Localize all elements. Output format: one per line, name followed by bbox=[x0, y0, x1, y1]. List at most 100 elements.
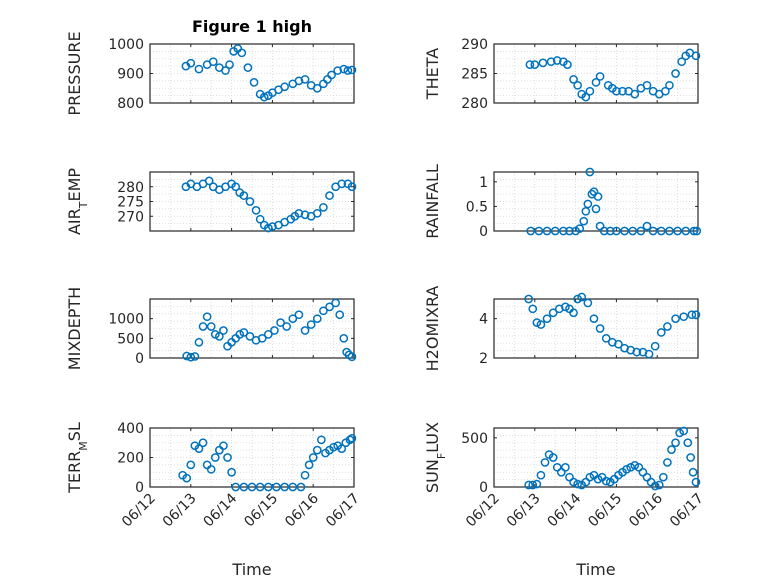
subplot-pressure: 800 900 1000 PRESSURE Figure 1 high bbox=[65, 17, 357, 116]
data-point bbox=[333, 66, 343, 75]
data-point bbox=[331, 298, 340, 308]
data-point bbox=[534, 226, 544, 236]
data-point bbox=[294, 208, 304, 218]
data-point bbox=[665, 80, 674, 90]
chart-title: Figure 1 high bbox=[192, 17, 312, 36]
data-point bbox=[280, 482, 289, 492]
data-point bbox=[339, 333, 349, 343]
data-point bbox=[231, 482, 241, 492]
data-point bbox=[257, 333, 267, 343]
data-point bbox=[182, 351, 192, 361]
data-point bbox=[691, 51, 701, 61]
data-point bbox=[573, 80, 582, 90]
data-point bbox=[270, 326, 279, 335]
x-tick-label: 06/16 bbox=[626, 490, 666, 530]
data-point bbox=[663, 458, 672, 467]
data-point bbox=[249, 78, 259, 87]
data-point bbox=[300, 210, 310, 220]
grid bbox=[494, 44, 698, 103]
data-series bbox=[181, 44, 357, 102]
x-tick-label: 06/15 bbox=[585, 491, 625, 531]
y-axis-label: PRESSURE bbox=[65, 31, 84, 115]
y-tick-label: 1000 bbox=[108, 37, 144, 53]
data-point bbox=[319, 203, 328, 212]
data-point bbox=[583, 298, 593, 308]
data-point bbox=[679, 312, 689, 322]
data-point bbox=[345, 435, 355, 445]
y-tick-label: 0 bbox=[135, 351, 144, 367]
data-point bbox=[223, 453, 232, 462]
data-point bbox=[227, 467, 236, 477]
data-point bbox=[673, 226, 682, 236]
data-point bbox=[630, 461, 640, 470]
data-point bbox=[630, 89, 640, 99]
data-point bbox=[198, 438, 208, 448]
grid bbox=[150, 44, 354, 103]
data-point bbox=[686, 453, 696, 462]
y-tick-label: 280 bbox=[461, 96, 488, 112]
data-point bbox=[219, 441, 228, 451]
x-tick-label: 06/17 bbox=[323, 491, 363, 531]
data-point bbox=[304, 460, 314, 470]
data-point bbox=[325, 302, 334, 312]
data-point bbox=[525, 60, 535, 70]
data-point bbox=[339, 64, 349, 74]
axes-box bbox=[149, 298, 355, 359]
data-point bbox=[221, 66, 230, 75]
data-point bbox=[296, 482, 306, 492]
data-point bbox=[245, 197, 255, 206]
x-axis-label: Time bbox=[231, 560, 271, 579]
y-tick-label: 500 bbox=[117, 331, 144, 347]
data-series bbox=[525, 48, 701, 102]
data-point bbox=[585, 167, 595, 177]
data-point bbox=[648, 226, 658, 236]
data-point bbox=[636, 226, 646, 236]
data-point bbox=[194, 64, 204, 74]
data-point bbox=[239, 482, 249, 492]
x-tick-label: 06/17 bbox=[667, 491, 707, 531]
data-point bbox=[528, 480, 538, 490]
data-point bbox=[312, 445, 322, 455]
y-tick-label: 2 bbox=[479, 351, 488, 367]
data-point bbox=[319, 306, 328, 316]
data-point bbox=[198, 322, 208, 331]
data-series bbox=[524, 292, 701, 359]
data-point bbox=[667, 445, 676, 454]
data-point bbox=[335, 310, 345, 320]
data-point bbox=[524, 480, 534, 490]
data-point bbox=[182, 473, 192, 483]
data-point bbox=[239, 191, 249, 200]
subplot-sun-flux: 0 500 06/12 06/13 06/14 06/15 06/16 06/17 SUNFLU… bbox=[423, 422, 707, 579]
x-tick-label: 06/13 bbox=[504, 491, 544, 531]
data-point bbox=[294, 310, 304, 320]
data-point bbox=[569, 308, 578, 318]
data-point bbox=[591, 78, 601, 87]
data-point bbox=[204, 176, 214, 186]
data-point bbox=[540, 458, 550, 467]
data-point bbox=[548, 453, 558, 462]
data-point bbox=[663, 322, 672, 331]
data-point bbox=[259, 92, 269, 102]
data-point bbox=[347, 433, 357, 443]
data-point bbox=[347, 65, 357, 75]
data-point bbox=[282, 322, 292, 331]
data-point bbox=[658, 472, 668, 482]
y-tick-label: 0 bbox=[479, 224, 488, 240]
data-point bbox=[272, 482, 281, 492]
data-point bbox=[689, 226, 699, 236]
y-axis-label: MIXDEPTH bbox=[65, 287, 84, 370]
data-point bbox=[569, 75, 578, 84]
data-point bbox=[692, 226, 702, 236]
data-point bbox=[190, 352, 200, 361]
data-point bbox=[589, 314, 599, 324]
data-point bbox=[614, 339, 623, 349]
data-point bbox=[235, 330, 245, 339]
data-point bbox=[288, 482, 298, 492]
data-point bbox=[552, 56, 562, 65]
y-axis-label: AIRTEMP bbox=[65, 168, 90, 235]
data-point bbox=[642, 221, 652, 231]
data-point bbox=[255, 214, 265, 224]
data-point bbox=[239, 328, 249, 337]
y-axis-label: H2OMIXRA bbox=[423, 286, 442, 372]
